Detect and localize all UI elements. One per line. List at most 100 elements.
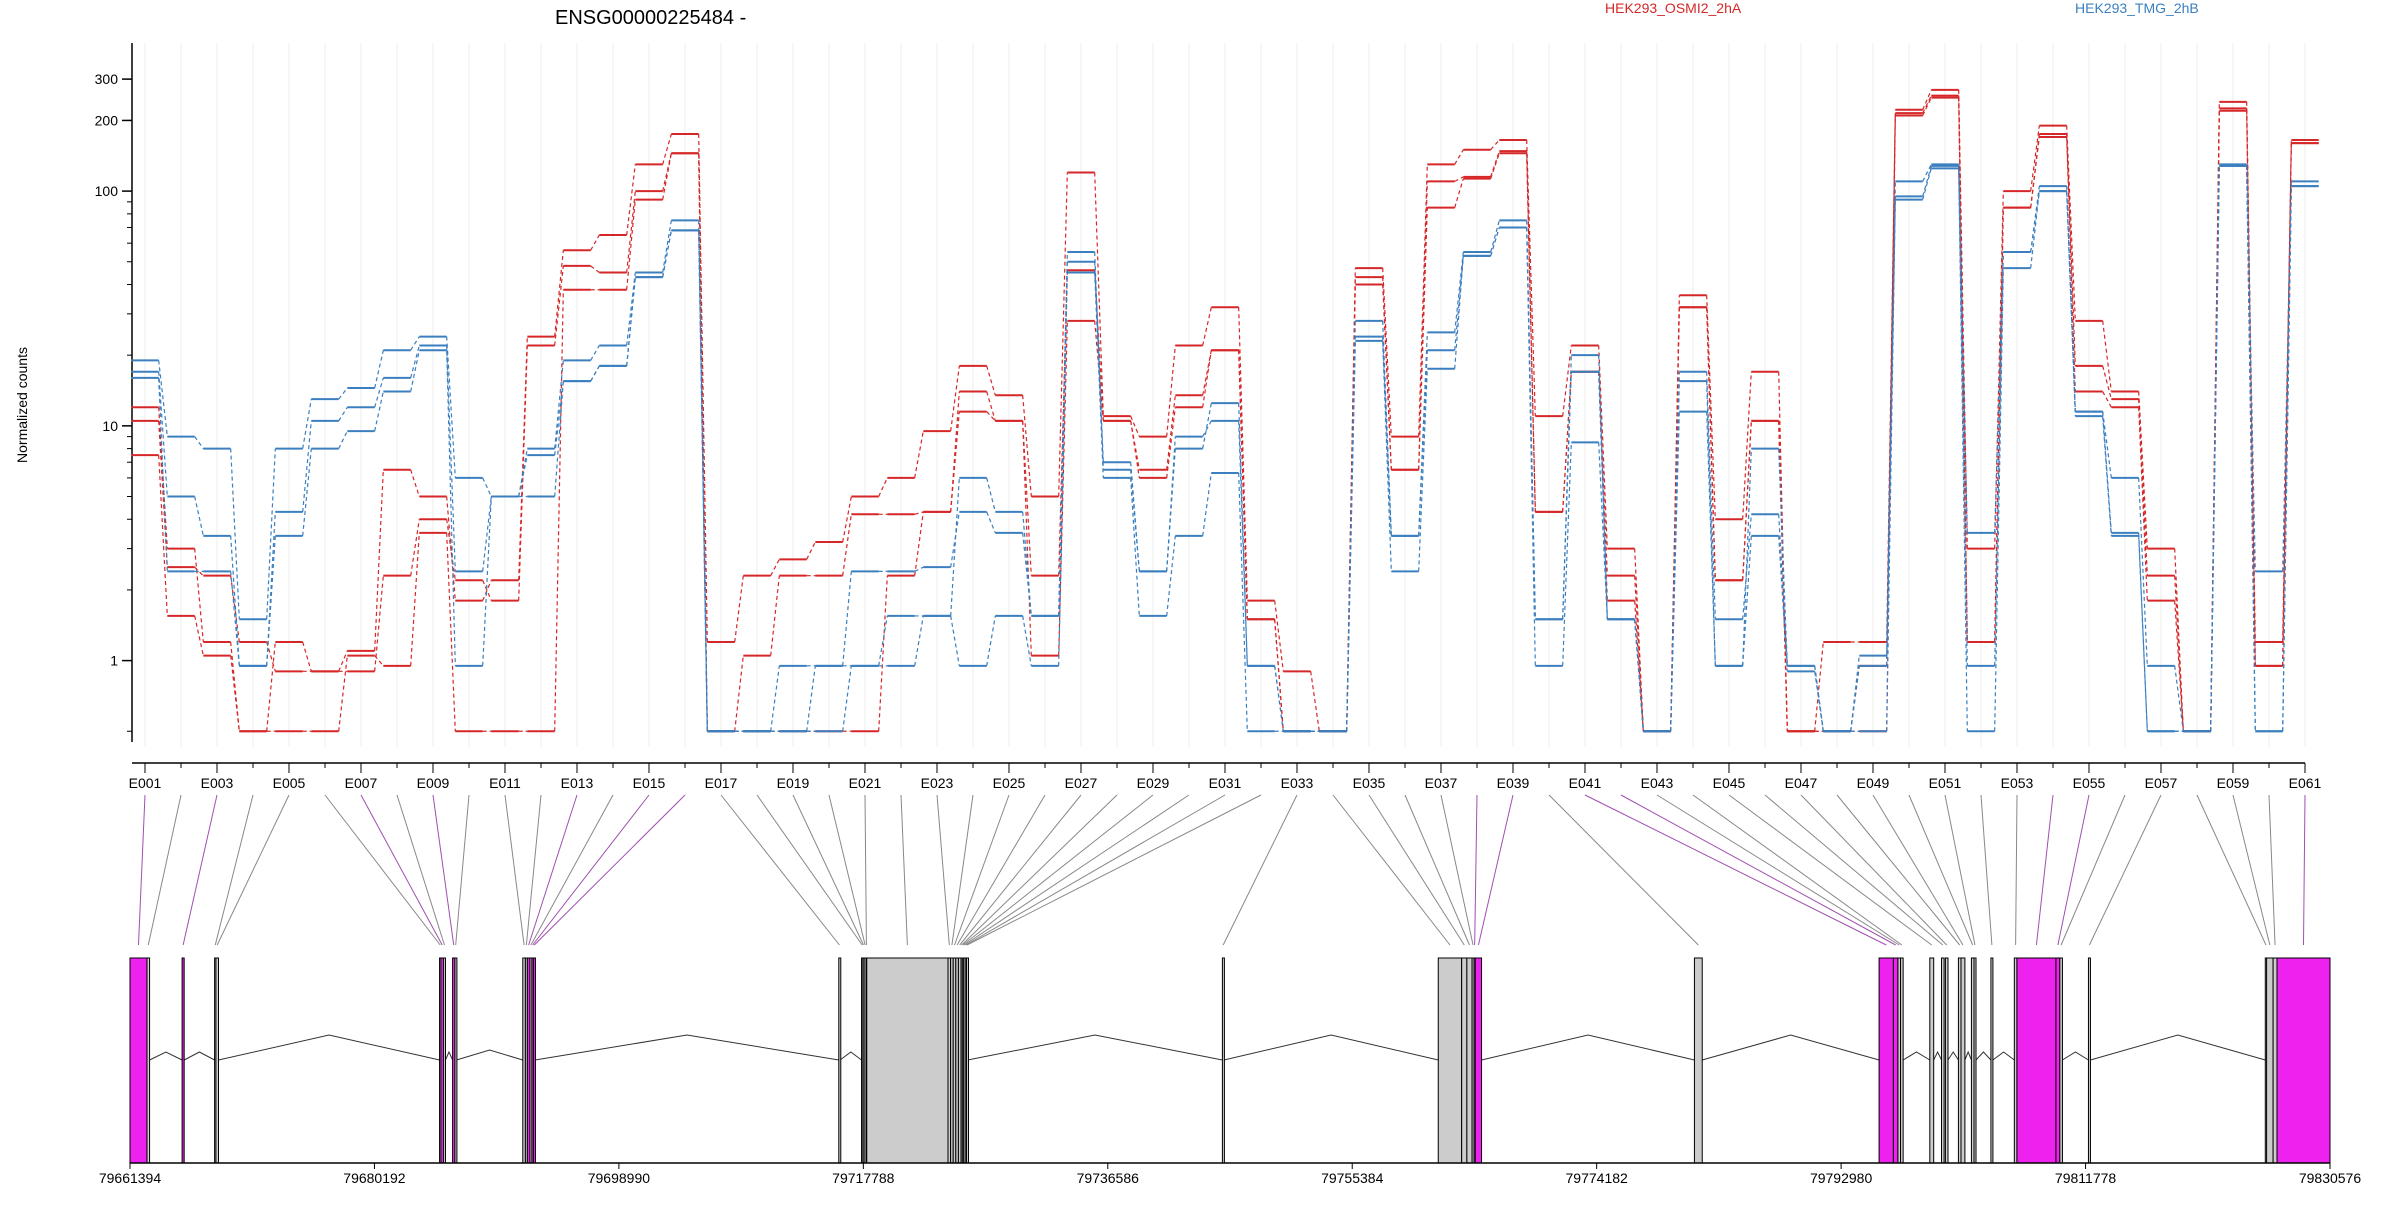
exon-box-E039 <box>1474 957 1483 1164</box>
connector-E017 <box>720 794 840 946</box>
connector-E012 <box>525 794 542 946</box>
x-tick-label-E039: E039 <box>1497 775 1530 791</box>
connector-E026 <box>956 794 1046 946</box>
y-tick-label-10: 10 <box>102 418 118 434</box>
x-tick-label-E009: E009 <box>417 775 450 791</box>
x-tick-label-E017: E017 <box>705 775 738 791</box>
genome-tick-label-79736586: 79736586 <box>1077 1170 1140 1186</box>
intron-E044 <box>1902 1051 1931 1061</box>
connector-E016 <box>533 794 686 946</box>
exon-box-E060 <box>2272 957 2278 1164</box>
intron-E045 <box>1933 1050 1942 1061</box>
intron-E032 <box>967 1034 1223 1061</box>
connector-E005 <box>216 794 290 946</box>
x-tick-label-E015: E015 <box>633 775 666 791</box>
x-tick-label-E061: E061 <box>2289 775 2322 791</box>
genome-tick-label-79717788: 79717788 <box>832 1170 895 1186</box>
y-axis-label: Normalized counts <box>14 347 30 463</box>
connector-E036 <box>1404 794 1470 946</box>
connector-E045 <box>1728 794 1933 946</box>
series-layer <box>131 88 2319 733</box>
chart-title: ENSG00000225484 - <box>555 7 746 29</box>
connector-E020 <box>828 794 866 946</box>
x-tick-label-E057: E057 <box>2145 775 2178 791</box>
x-tick-label-E055: E055 <box>2073 775 2106 791</box>
exon-box-E046 <box>1941 957 1945 1164</box>
intron-E016 <box>535 1034 839 1061</box>
x-tick-label-E001: E001 <box>129 775 162 791</box>
exon-box-E022 <box>866 957 949 1164</box>
connector-E056 <box>2060 794 2126 946</box>
connector-E006 <box>324 794 441 946</box>
exon-box-E017 <box>838 957 842 1164</box>
legend-label-osmi: HEK293_OSMI2_2hA <box>1605 0 1742 16</box>
exon-box-E035 <box>1461 957 1468 1164</box>
x-tick-label-E047: E047 <box>1785 775 1818 791</box>
x-axis: E001 E003 E005 E007 E009 E011 E013 E015 E017 E019… <box>129 762 2322 791</box>
connector-E028 <box>961 794 1118 946</box>
intron-E010 <box>456 1049 523 1061</box>
y-tick-label-300: 300 <box>95 71 119 87</box>
x-tick-label-E051: E051 <box>1929 775 1962 791</box>
connector-E010 <box>455 794 470 946</box>
x-tick-label-E013: E013 <box>561 775 594 791</box>
exon-box-E034 <box>1437 957 1463 1164</box>
connector-E058 <box>2196 794 2267 946</box>
connector-E053 <box>2015 794 2018 946</box>
gene-model <box>129 957 2331 1164</box>
exon-box-E010 <box>454 957 458 1164</box>
y-tick-label-100: 100 <box>95 183 119 199</box>
connector-E029 <box>962 794 1154 946</box>
exon-box-E059 <box>2266 957 2274 1164</box>
exon-box-E040 <box>1693 957 1703 1164</box>
x-tick-label-E031: E031 <box>1209 775 1242 791</box>
x-tick-label-E027: E027 <box>1065 775 1098 791</box>
series-tmg-5 <box>131 164 2319 733</box>
exon-box-E036 <box>1466 957 1473 1164</box>
x-tick-label-E019: E019 <box>777 775 810 791</box>
connector-E018 <box>756 794 863 946</box>
connector-E047 <box>1800 794 1948 946</box>
connector-E048 <box>1836 794 1961 946</box>
x-tick-label-E011: E011 <box>489 775 521 791</box>
connector-E025 <box>954 794 1010 946</box>
x-tick-label-E041: E041 <box>1569 775 1602 791</box>
intron-E039 <box>1481 1034 1695 1061</box>
connector-E011 <box>504 794 525 946</box>
connector-E024 <box>951 794 974 946</box>
x-tick-label-E025: E025 <box>993 775 1026 791</box>
genome-tick-label-79661394: 79661394 <box>99 1170 162 1186</box>
x-tick-label-E053: E053 <box>2001 775 2034 791</box>
genome-tick-label-79680192: 79680192 <box>343 1170 406 1186</box>
exon-box-E045 <box>1929 957 1935 1164</box>
connector-E039 <box>1477 794 1514 946</box>
exon-box-E041 <box>1878 957 1894 1164</box>
connector-E037 <box>1440 794 1474 946</box>
exon-box-E016 <box>532 957 536 1164</box>
connector-E031 <box>965 794 1226 946</box>
intron-E049 <box>1964 1050 1972 1061</box>
intron-E002 <box>149 1051 183 1061</box>
connector-E035 <box>1368 794 1465 946</box>
x-tick-label-E029: E029 <box>1137 775 1170 791</box>
series-connector-tmg <box>158 165 2292 732</box>
exon-box-E051 <box>1973 957 1977 1164</box>
y-tick-label-1: 1 <box>110 653 118 669</box>
connector-E023 <box>936 794 950 946</box>
connector-E038 <box>1474 794 1478 946</box>
connector-E059 <box>2232 794 2271 946</box>
genome-tick-label-79811778: 79811778 <box>2055 1170 2116 1186</box>
connector-E052 <box>1980 794 1993 946</box>
exon-box-E054 <box>2016 957 2057 1164</box>
exon-box-E044 <box>1900 957 1904 1164</box>
intron-E008 <box>444 1050 454 1061</box>
exon-box-E032 <box>965 957 969 1164</box>
connector-E002 <box>147 794 182 946</box>
intron-E017 <box>839 1051 862 1061</box>
intron-E057 <box>2090 1034 2266 1061</box>
genome-tick-label-79698990: 79698990 <box>588 1170 651 1186</box>
exon-box-E033 <box>1221 957 1225 1164</box>
connector-E044 <box>1692 794 1903 946</box>
connector-E034 <box>1332 794 1451 946</box>
